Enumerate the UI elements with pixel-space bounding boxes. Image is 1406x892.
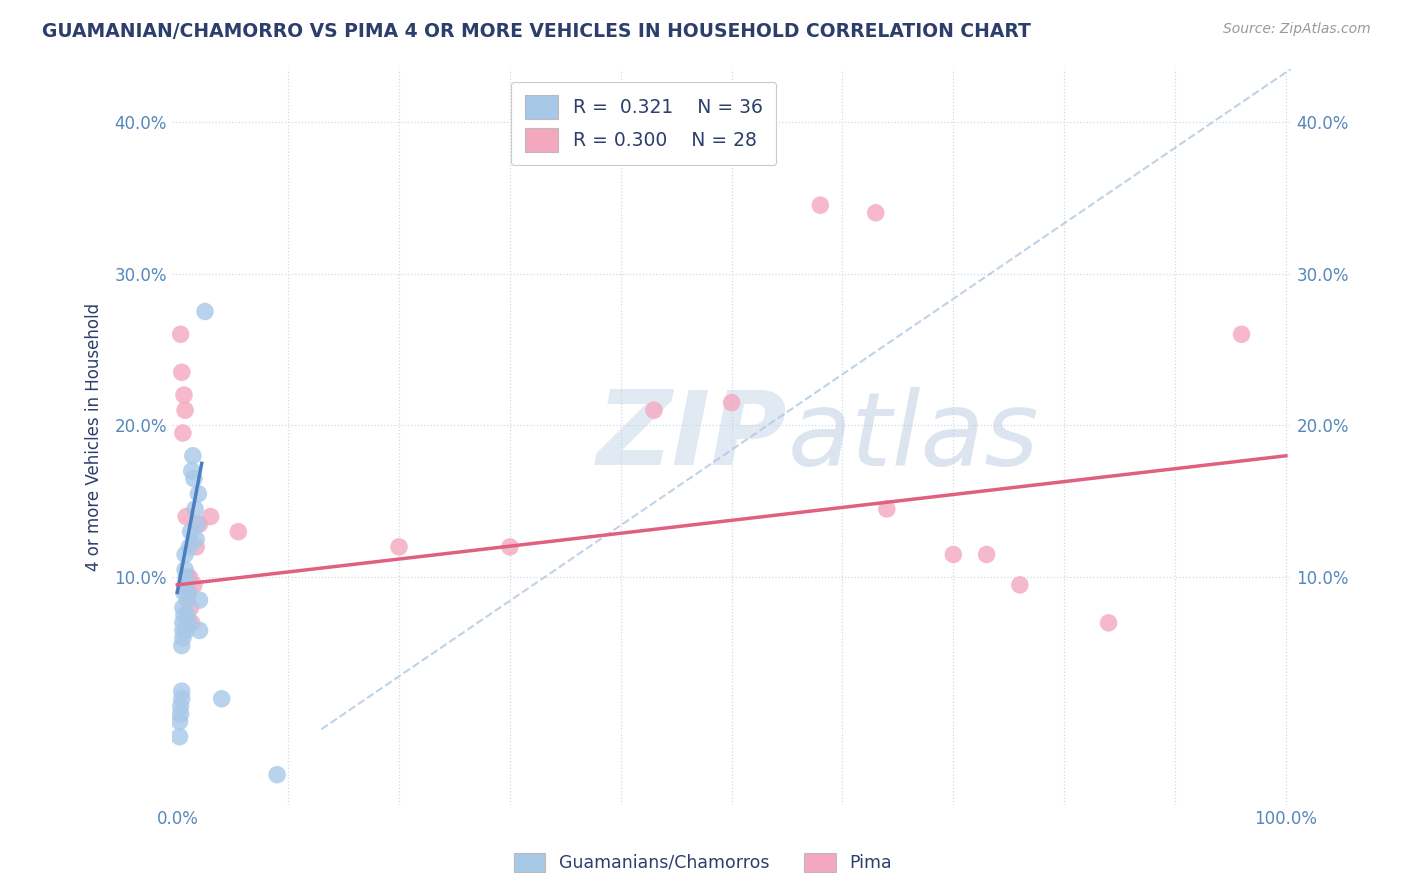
Point xyxy=(172,600,194,615)
Y-axis label: 4 or more Vehicles in Household: 4 or more Vehicles in Household xyxy=(86,302,103,571)
Point xyxy=(173,585,195,599)
Point xyxy=(179,540,201,554)
Point xyxy=(179,570,201,584)
Point xyxy=(176,570,198,584)
Point xyxy=(172,631,194,645)
Point xyxy=(169,730,191,744)
Point xyxy=(226,524,249,539)
Point xyxy=(942,548,965,562)
Text: GUAMANIAN/CHAMORRO VS PIMA 4 OR MORE VEHICLES IN HOUSEHOLD CORRELATION CHART: GUAMANIAN/CHAMORRO VS PIMA 4 OR MORE VEH… xyxy=(42,22,1031,41)
Point xyxy=(180,600,202,615)
Text: atlas: atlas xyxy=(787,387,1039,487)
Point xyxy=(180,615,202,630)
Point xyxy=(169,699,191,714)
Point xyxy=(186,517,208,532)
Point xyxy=(174,509,197,524)
Legend: Guamanians/Chamorros, Pima: Guamanians/Chamorros, Pima xyxy=(508,846,898,879)
Point xyxy=(177,585,200,599)
Text: ZIP: ZIP xyxy=(598,386,787,487)
Point xyxy=(187,487,209,501)
Point xyxy=(194,304,217,318)
Point xyxy=(183,472,205,486)
Point xyxy=(184,502,207,516)
Point xyxy=(170,684,193,698)
Point xyxy=(188,593,211,607)
Point xyxy=(174,624,197,638)
Point xyxy=(183,578,205,592)
Point xyxy=(172,615,194,630)
Point xyxy=(169,327,191,342)
Point xyxy=(720,395,742,409)
Point xyxy=(865,206,887,220)
Point xyxy=(211,691,233,706)
Point xyxy=(174,570,197,584)
Point xyxy=(174,578,197,592)
Point xyxy=(169,706,191,721)
Point xyxy=(388,540,411,554)
Point xyxy=(643,403,665,417)
Text: Source: ZipAtlas.com: Source: ZipAtlas.com xyxy=(1223,22,1371,37)
Point xyxy=(186,533,208,547)
Point xyxy=(181,449,204,463)
Point xyxy=(1097,615,1119,630)
Point xyxy=(876,502,898,516)
Point xyxy=(176,608,198,623)
Point xyxy=(174,548,197,562)
Point xyxy=(1230,327,1253,342)
Point xyxy=(174,563,197,577)
Point xyxy=(976,548,998,562)
Legend: R =  0.321    N = 36, R = 0.300    N = 28: R = 0.321 N = 36, R = 0.300 N = 28 xyxy=(512,81,776,165)
Point xyxy=(180,524,202,539)
Point xyxy=(176,593,198,607)
Point xyxy=(170,365,193,379)
Point xyxy=(169,714,191,729)
Point xyxy=(173,388,195,402)
Point xyxy=(172,624,194,638)
Point xyxy=(266,768,288,782)
Point xyxy=(1008,578,1031,592)
Point xyxy=(180,464,202,478)
Point xyxy=(172,425,194,440)
Point xyxy=(188,517,211,532)
Point xyxy=(174,403,197,417)
Point xyxy=(808,198,831,212)
Point xyxy=(188,624,211,638)
Point xyxy=(170,639,193,653)
Point xyxy=(200,509,222,524)
Point xyxy=(173,608,195,623)
Point xyxy=(499,540,522,554)
Point xyxy=(170,691,193,706)
Point xyxy=(186,540,208,554)
Point xyxy=(177,615,200,630)
Point xyxy=(177,585,200,599)
